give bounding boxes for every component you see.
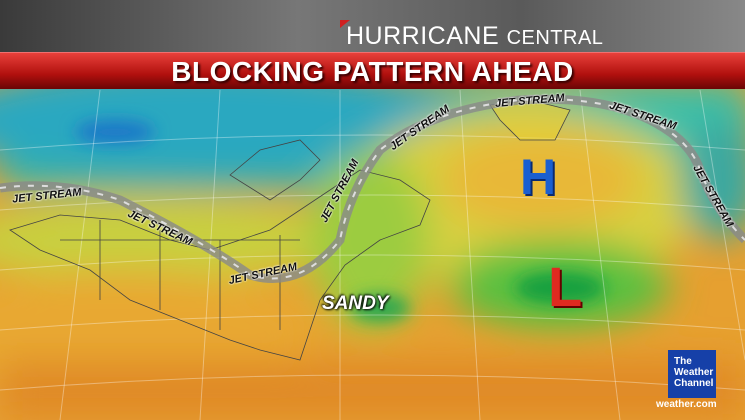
headline-banner: BLOCKING PATTERN AHEAD (0, 52, 745, 89)
top-bar: HURRICANE CENTRAL (0, 0, 745, 52)
logo-line: The (674, 356, 692, 367)
jet-stream-arrows (0, 98, 745, 280)
brand-sub: CENTRAL (506, 27, 604, 49)
headline: BLOCKING PATTERN AHEAD (171, 56, 574, 87)
logo-line: Channel (674, 378, 714, 389)
logo-line: Weather (674, 367, 714, 378)
brand-main: HURRICANE (346, 22, 500, 50)
high-pressure-marker: H (520, 149, 557, 205)
storm-label: SANDY (322, 293, 389, 314)
low-pressure-marker: L (548, 255, 583, 318)
weather-channel-logo: The Weather Channel (668, 350, 716, 398)
site-url: weather.com (656, 399, 717, 410)
color-field (0, 60, 745, 420)
brand-title: HURRICANE CENTRAL (346, 22, 603, 51)
brand-mark-icon (340, 20, 350, 28)
grid-lines (0, 89, 745, 420)
